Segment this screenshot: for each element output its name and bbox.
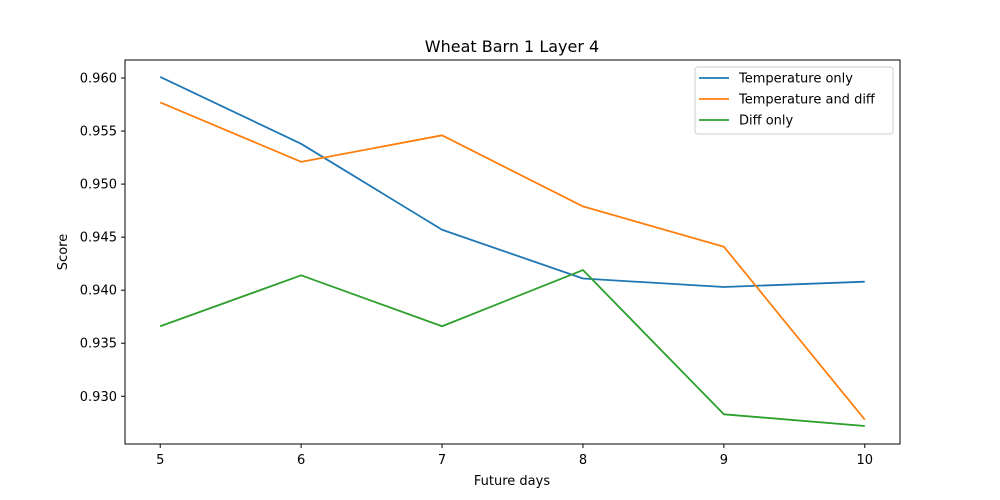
series-line-temperature-only [159, 76, 865, 288]
x-tick-label: 7 [438, 453, 446, 468]
x-tick-label: 9 [720, 453, 728, 468]
x-tick-label: 10 [856, 453, 873, 468]
x-axis: 5 6 7 8 9 10 [156, 444, 873, 468]
plot-frame [124, 59, 901, 445]
y-axis-label: Score [56, 234, 71, 270]
y-tick-label: 0.935 [80, 337, 117, 352]
y-tick-label: 0.945 [80, 231, 117, 246]
plot-lines [159, 76, 866, 427]
legend-box [694, 66, 894, 135]
legend-label: Temperature and diff [738, 93, 876, 108]
x-axis-label: Future days [474, 474, 550, 489]
y-tick-label: 0.960 [80, 72, 117, 87]
x-tick-label: 5 [156, 453, 164, 468]
y-tick-label: 0.930 [80, 390, 117, 405]
legend-label: Diff only [739, 114, 794, 129]
y-tick-label: 0.955 [80, 125, 117, 140]
y-tick-label: 0.940 [80, 284, 117, 299]
series-line-temperature-and-diff [159, 101, 866, 421]
legend-label: Temperature only [738, 72, 853, 87]
chart-title: Wheat Barn 1 Layer 4 [425, 37, 599, 56]
x-tick-label: 6 [297, 453, 305, 468]
y-axis: 0.930 0.935 0.940 0.945 0.950 0.955 0.960 [80, 72, 125, 405]
y-tick-label: 0.950 [80, 178, 117, 193]
x-tick-label: 8 [579, 453, 587, 468]
series-line-diff-only [159, 269, 865, 427]
legend: Temperature only Temperature and diff Diff… [694, 66, 894, 135]
